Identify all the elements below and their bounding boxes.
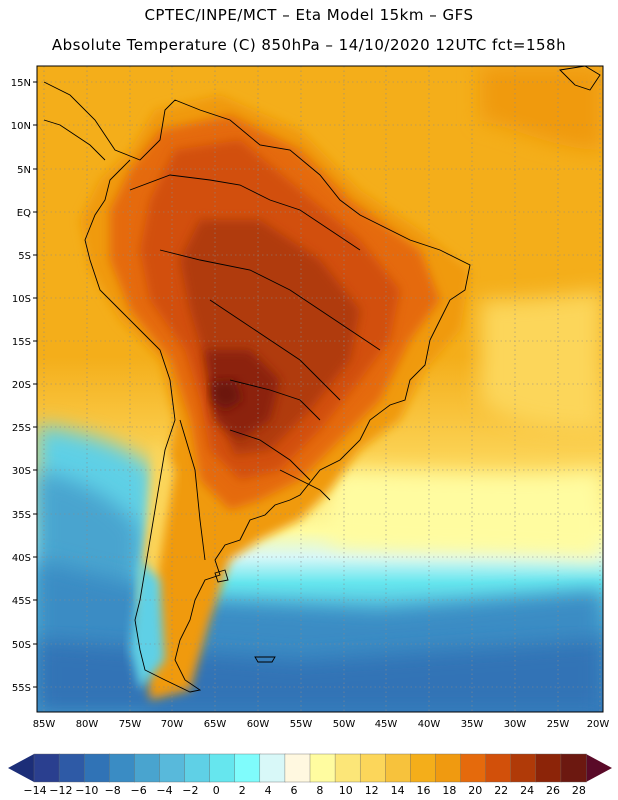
colorbar-label: −12: [49, 784, 72, 797]
lat-label-15n: 15N: [11, 78, 31, 89]
lon-label-80w: 80W: [76, 719, 99, 730]
colorbar-swatch: [58, 753, 85, 783]
colorbar-label: 24: [520, 784, 534, 797]
lat-label-45s: 45S: [12, 596, 31, 607]
continent-heat-field: [80, 95, 470, 700]
colorbar-swatch: [410, 753, 437, 783]
lon-label-25w: 25W: [547, 719, 570, 730]
axis-ticks: [33, 81, 37, 688]
colorbar-swatch: [33, 753, 60, 783]
lat-label-5n: 5N: [17, 165, 31, 176]
colorbar-label: 0: [213, 784, 220, 797]
lon-label-35w: 35W: [461, 719, 484, 730]
colorbar-label: −8: [105, 784, 121, 797]
lat-label-35s: 35S: [12, 510, 31, 521]
longitude-labels: 85W 80W 75W 70W 65W 60W 55W 50W 45W 40W 35W 30W 25W 2…: [33, 719, 610, 730]
colorbar-label: −2: [182, 784, 198, 797]
colorbar-min-arrow: [8, 754, 34, 782]
colorbar-swatch: [234, 753, 261, 783]
map-title-line2: Absolute Temperature (C) 850hPa – 14/10/…: [51, 36, 567, 54]
colorbar-swatch: [209, 753, 236, 783]
colorbar-swatch: [485, 753, 512, 783]
colorbar-label: 12: [365, 784, 379, 797]
colorbar-label: 4: [265, 784, 272, 797]
coastlines: [43, 66, 601, 693]
lon-label-30w: 30W: [504, 719, 527, 730]
lon-label-40w: 40W: [418, 719, 441, 730]
colorbar-label: −6: [130, 784, 146, 797]
colorbar-swatch: [109, 753, 136, 783]
colorbar-swatch: [134, 753, 161, 783]
colorbar-label: 2: [239, 784, 246, 797]
colorbar-swatch: [435, 753, 462, 783]
colorbar-label: 28: [572, 784, 586, 797]
colorbar-swatch: [560, 753, 587, 783]
lat-label-50s: 50S: [12, 640, 31, 651]
lat-label-15s: 15S: [12, 337, 31, 348]
lat-label-30s: 30S: [12, 466, 31, 477]
colorbar-max-arrow: [586, 754, 612, 782]
colorbar-swatch: [385, 753, 412, 783]
map-field: [37, 66, 603, 712]
colorbar-label: −10: [75, 784, 98, 797]
colorbar-label: 22: [494, 784, 508, 797]
colorbar-swatch: [159, 753, 186, 783]
colorbar-labels: −14 −12 −10 −8 −6 −4 −2 0 2 4 6 8 10 12 14 16 18 20 22 24 26…: [23, 784, 586, 797]
colorbar-label: 14: [391, 784, 405, 797]
colorbar-swatch: [83, 753, 110, 783]
lat-label-40s: 40S: [12, 553, 31, 564]
lon-label-60w: 60W: [247, 719, 270, 730]
latitude-labels: 15N 10N 5N EQ 5S 10S 15S 20S 25S 30S 35S 40S 45S 50S 5…: [11, 78, 31, 694]
colorbar-label: 20: [468, 784, 482, 797]
colorbar-label: −4: [156, 784, 172, 797]
colorbar-label: 8: [316, 784, 323, 797]
lat-label-5s: 5S: [18, 251, 31, 262]
lon-label-85w: 85W: [33, 719, 56, 730]
colorbar-swatch: [309, 753, 336, 783]
lat-label-10n: 10N: [11, 121, 31, 132]
colorbar-swatches: [33, 753, 587, 783]
colorbar-swatch: [184, 753, 211, 783]
colorbar-label: 26: [546, 784, 560, 797]
colorbar-swatch: [535, 753, 562, 783]
lon-label-20w: 20W: [587, 719, 610, 730]
colorbar-swatch: [510, 753, 537, 783]
colorbar-label: 16: [417, 784, 431, 797]
lon-label-75w: 75W: [119, 719, 142, 730]
colorbar-label: −14: [23, 784, 46, 797]
lon-label-70w: 70W: [161, 719, 184, 730]
map-frame: [36, 65, 604, 713]
colorbar-label: 6: [291, 784, 298, 797]
lat-label-10s: 10S: [12, 294, 31, 305]
colorbar-swatch: [259, 753, 286, 783]
lon-label-65w: 65W: [204, 719, 227, 730]
lat-label-eq: EQ: [17, 208, 31, 219]
lat-label-55s: 55S: [12, 683, 31, 694]
colorbar-swatch: [460, 753, 487, 783]
colorbar-label: 18: [442, 784, 456, 797]
colorbar-swatch: [334, 753, 361, 783]
lat-label-20s: 20S: [12, 380, 31, 391]
lat-label-25s: 25S: [12, 423, 31, 434]
colorbar-swatch: [284, 753, 311, 783]
map-title-line1: CPTEC/INPE/MCT – Eta Model 15km – GFS: [144, 6, 474, 24]
lon-label-45w: 45W: [375, 719, 398, 730]
colorbar-swatch: [359, 753, 386, 783]
colorbar-label: 10: [339, 784, 353, 797]
lon-label-55w: 55W: [290, 719, 313, 730]
lon-label-50w: 50W: [333, 719, 356, 730]
